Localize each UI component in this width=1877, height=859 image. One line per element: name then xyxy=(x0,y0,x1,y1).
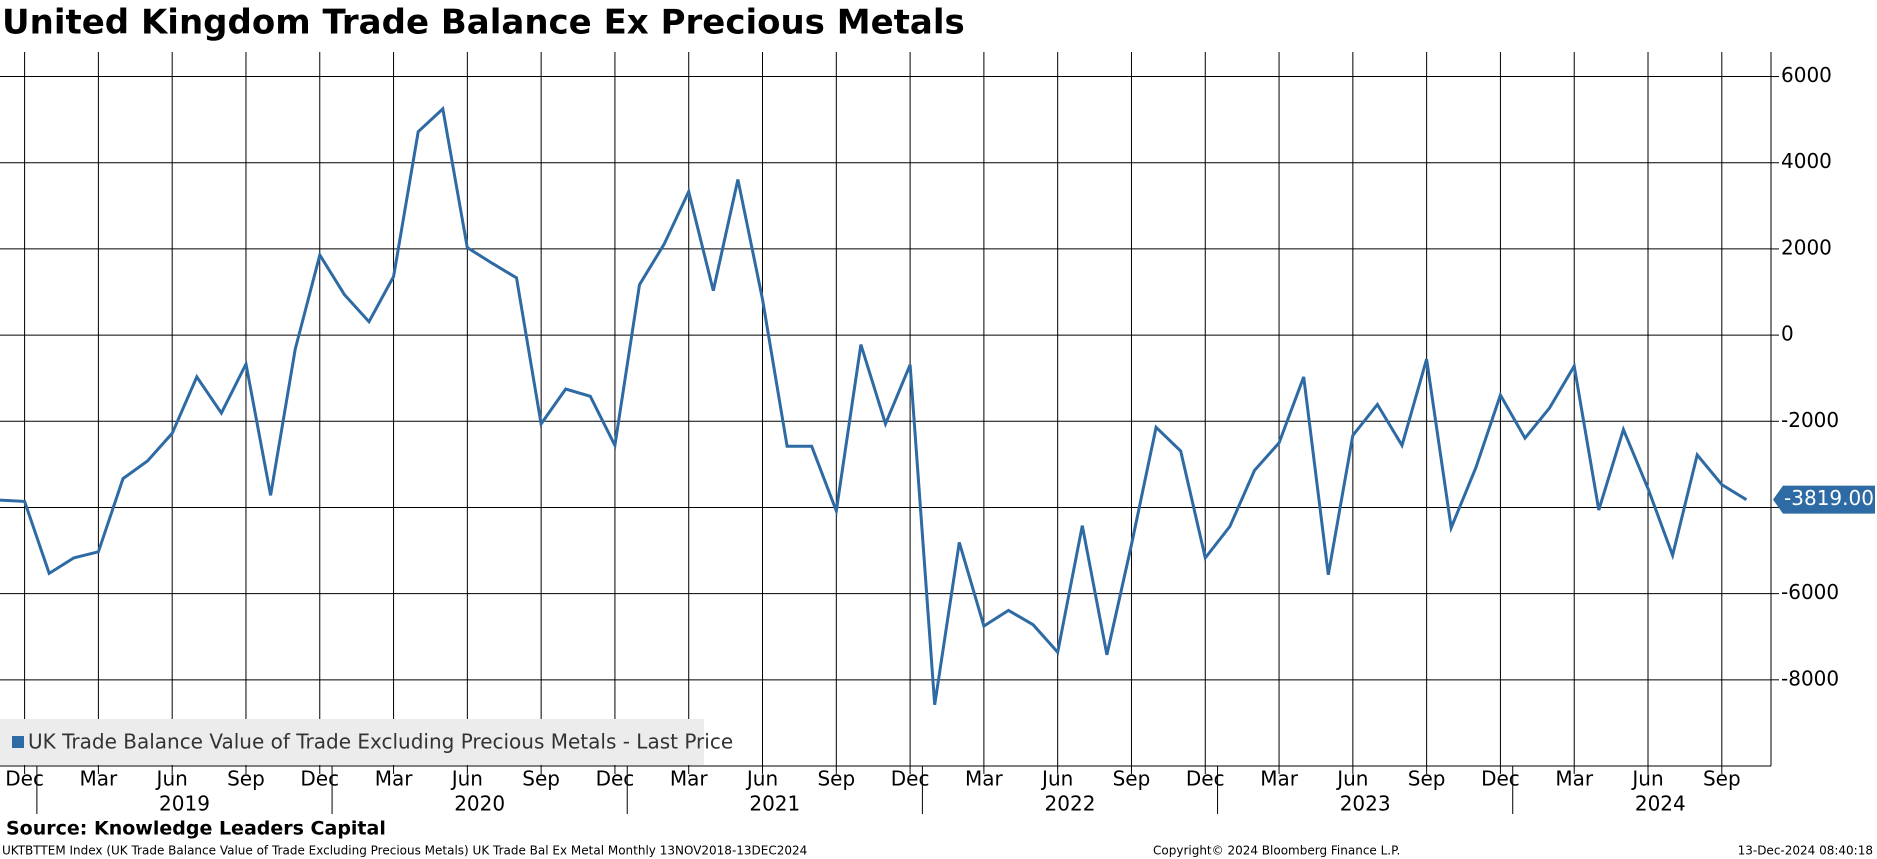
x-year-label: 2023 xyxy=(1340,792,1391,816)
x-tick-label: Sep xyxy=(1408,767,1446,791)
legend-label: UK Trade Balance Value of Trade Excludin… xyxy=(28,730,733,754)
x-year-label: 2022 xyxy=(1045,792,1096,816)
x-tick-label: Mar xyxy=(80,767,119,791)
x-tick-label: Sep xyxy=(817,767,855,791)
source: Source: Knowledge Leaders Capital xyxy=(6,818,386,840)
last-value-tag: -3819.00 xyxy=(1773,485,1875,514)
x-tick-label: Dec xyxy=(1186,767,1225,791)
x-tick-label: Sep xyxy=(1703,767,1741,791)
chart-title: United Kingdom Trade Balance Ex Precious… xyxy=(2,3,965,43)
data-line xyxy=(0,105,1748,706)
x-year-label: 2019 xyxy=(159,792,210,816)
x-tick-label: Jun xyxy=(745,767,778,791)
x-tick-label: Sep xyxy=(1113,767,1151,791)
x-tick-label: Mar xyxy=(965,767,1004,791)
footer-right: 13-Dec-2024 08:40:18 xyxy=(1738,844,1873,858)
x-tick-label: Jun xyxy=(155,767,188,791)
x-tick-label: Jun xyxy=(1630,767,1663,791)
legend-swatch xyxy=(12,736,24,748)
footer-left: UKTBTTEM Index (UK Trade Balance Value o… xyxy=(2,844,807,858)
y-tick-label: 0 xyxy=(1781,322,1794,346)
last-value-box xyxy=(1773,485,1875,514)
x-tick-label: Dec xyxy=(5,767,44,791)
y-tick-label: 6000 xyxy=(1781,63,1832,87)
x-tick-label: Dec xyxy=(300,767,339,791)
x-tick-label: Jun xyxy=(1040,767,1073,791)
x-year-label: 2024 xyxy=(1635,792,1686,816)
y-tick-label: 4000 xyxy=(1781,149,1832,173)
y-tick-label: -8000 xyxy=(1781,666,1839,690)
legend: UK Trade Balance Value of Trade Excludin… xyxy=(0,719,733,765)
x-tick-label: Jun xyxy=(450,767,483,791)
y-tick-label: -2000 xyxy=(1781,408,1839,432)
x-tick-label: Sep xyxy=(522,767,560,791)
x-tick-label: Mar xyxy=(375,767,414,791)
x-tick-label: Sep xyxy=(227,767,265,791)
x-tick-label: Dec xyxy=(1481,767,1520,791)
x-tick-label: Mar xyxy=(1555,767,1594,791)
footer-center: Copyright© 2024 Bloomberg Finance L.P. xyxy=(1153,844,1400,858)
x-tick-label: Mar xyxy=(1260,767,1299,791)
y-tick-label: -6000 xyxy=(1781,580,1839,604)
x-tick-label: Mar xyxy=(670,767,709,791)
legend-background xyxy=(0,719,704,765)
x-tick-label: Jun xyxy=(1335,767,1368,791)
y-tick-label: 2000 xyxy=(1781,235,1832,259)
x-year-label: 2021 xyxy=(749,792,800,816)
x-tick-label: Dec xyxy=(596,767,635,791)
x-year-label: 2020 xyxy=(454,792,505,816)
last-value-label: -3819.00 xyxy=(1784,486,1874,510)
x-tick-label: Dec xyxy=(891,767,930,791)
